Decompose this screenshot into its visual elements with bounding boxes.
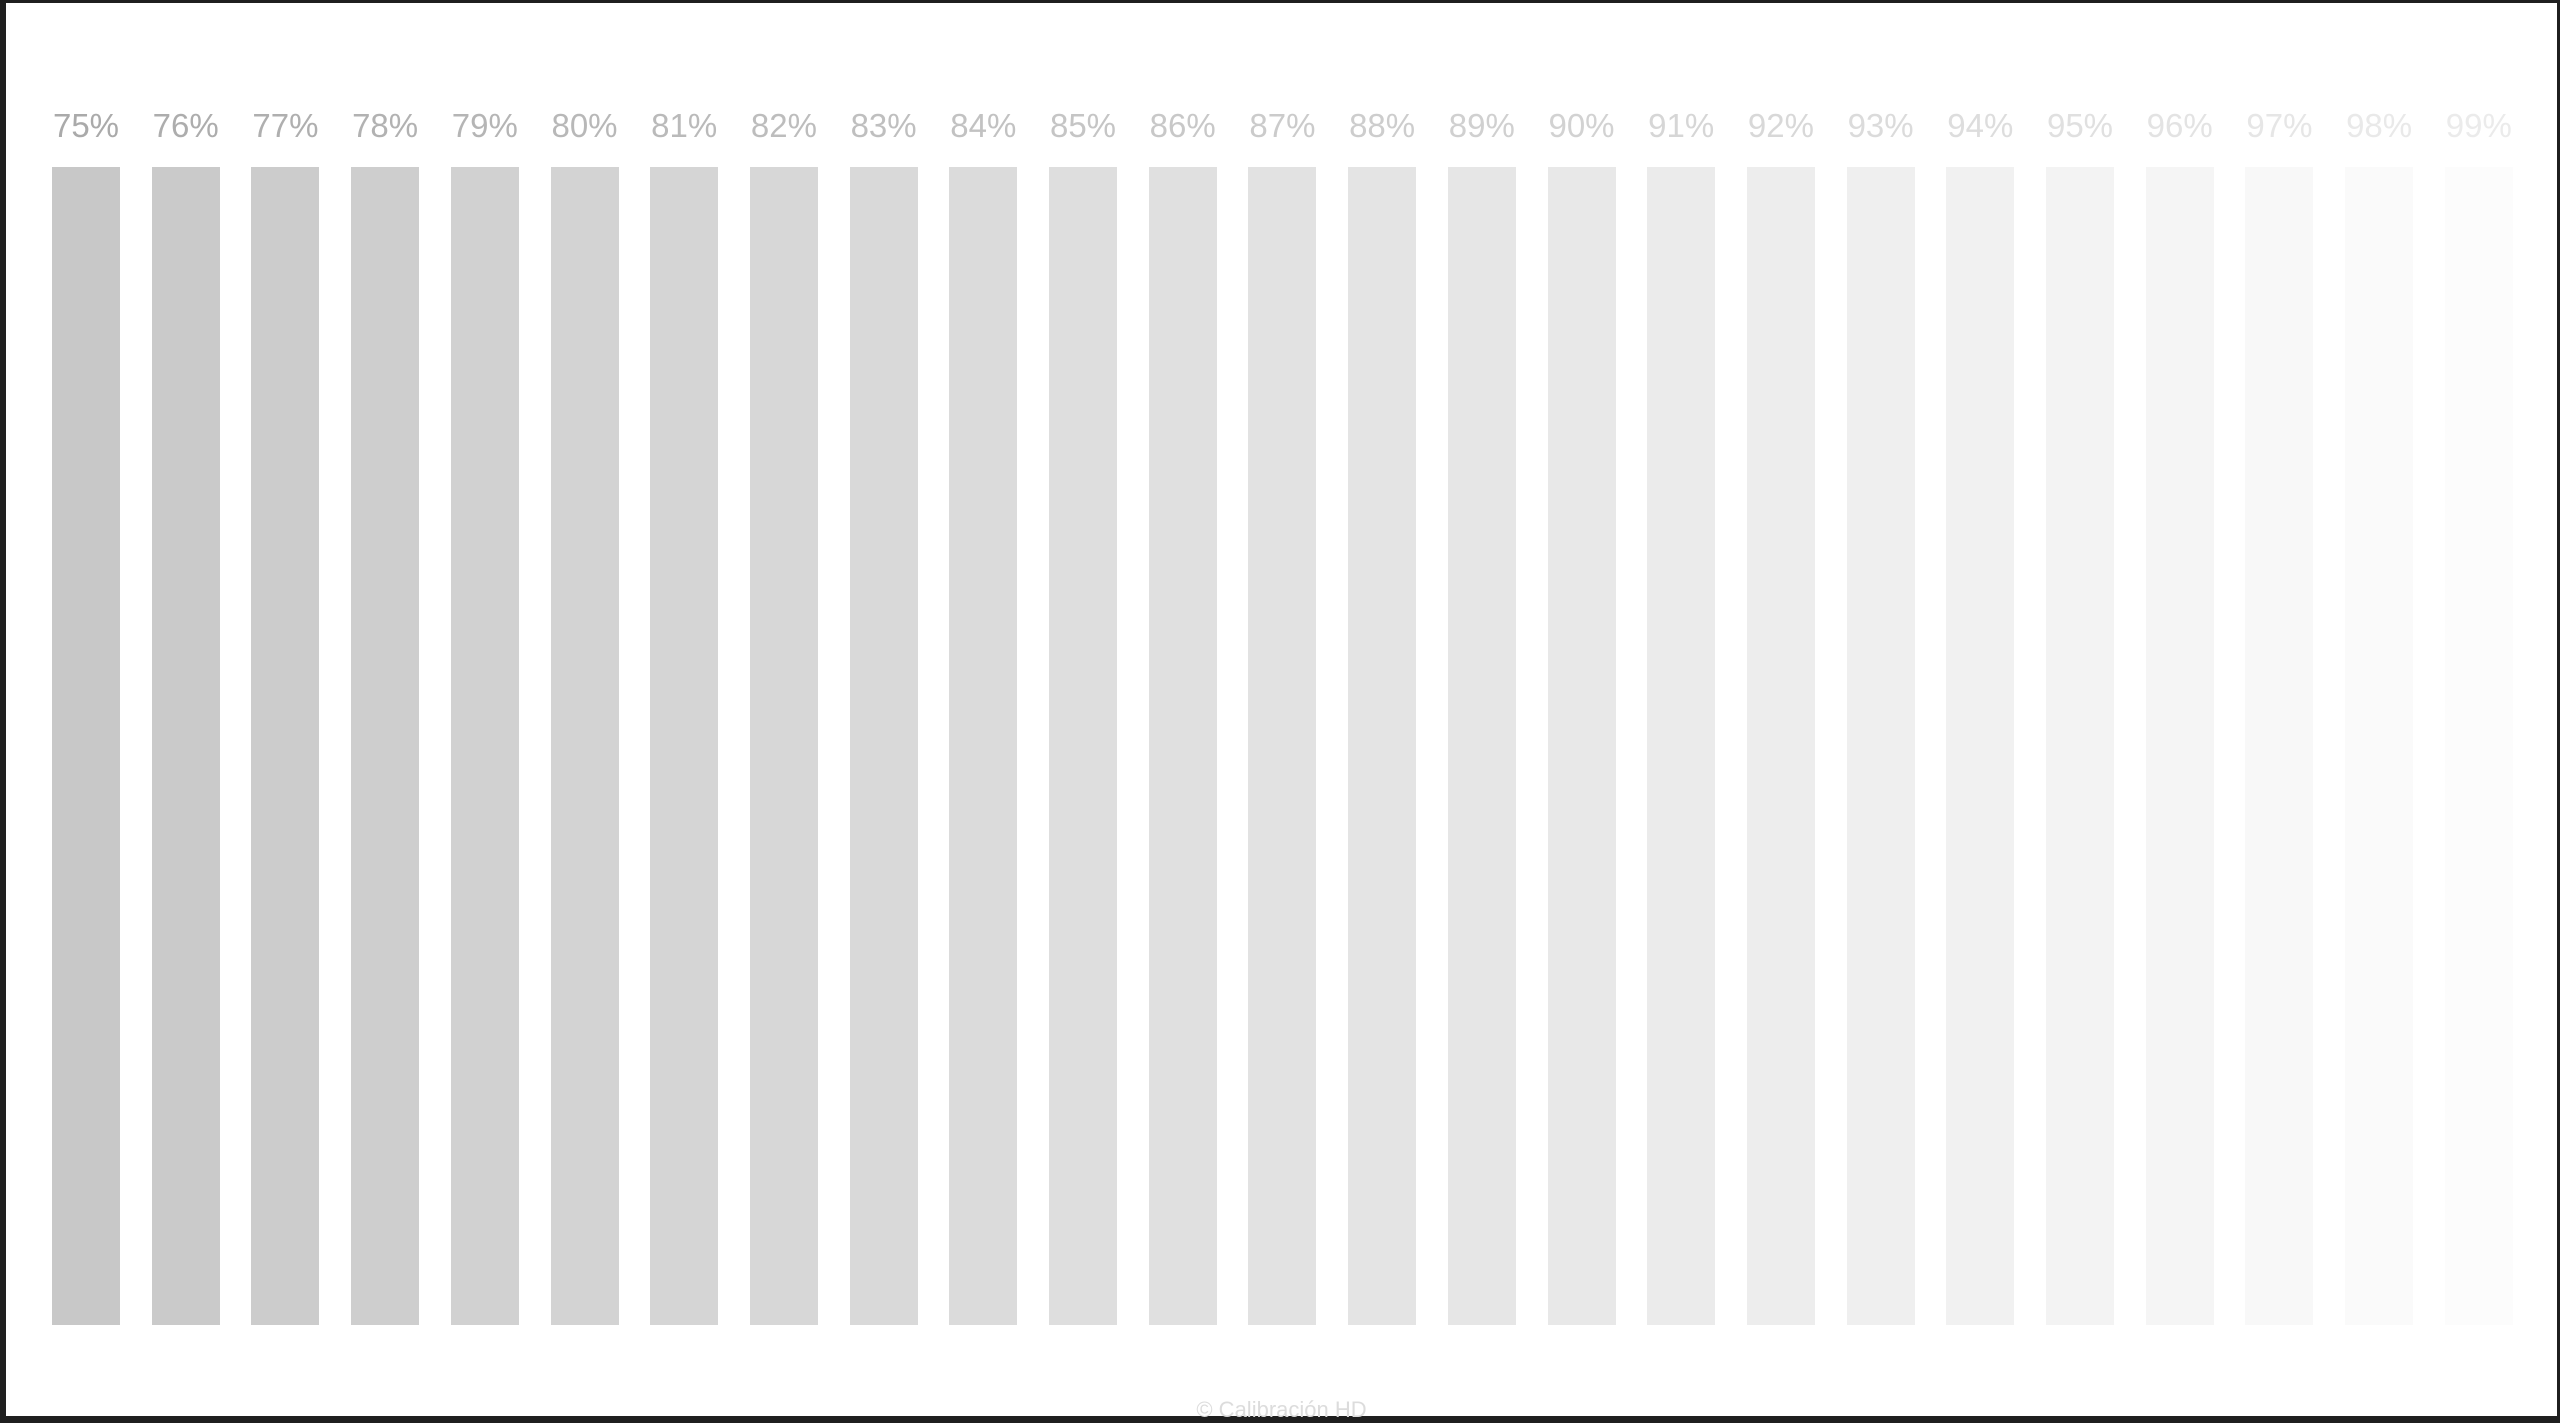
gray-bar: [52, 167, 120, 1325]
gray-bar: [1846, 167, 1915, 1325]
step-label: 90%: [1548, 107, 1615, 144]
step-label: 78%: [352, 107, 419, 144]
gray-bar: [2444, 167, 2513, 1325]
step-label: 93%: [1847, 107, 1914, 144]
gray-bar: [450, 167, 519, 1325]
gray-bar: [1049, 167, 1117, 1325]
step-label: 88%: [1349, 107, 1416, 144]
step-label: 96%: [2146, 107, 2213, 144]
gray-bar: [2345, 167, 2414, 1325]
step-label: 92%: [1747, 107, 1814, 144]
step-label: 99%: [2445, 107, 2512, 144]
step-label: 97%: [2246, 107, 2313, 144]
gray-bar: [1547, 167, 1616, 1325]
step-label: 77%: [252, 107, 319, 144]
gray-bar: [749, 167, 818, 1325]
step-label: 95%: [2046, 107, 2114, 144]
gray-bar: [1647, 167, 1716, 1325]
step-label: 98%: [2346, 107, 2413, 144]
gray-bar: [251, 167, 320, 1325]
gray-bar: [650, 167, 719, 1325]
step-label: 81%: [651, 107, 718, 144]
step-label: 89%: [1448, 107, 1515, 144]
step-label: 94%: [1947, 107, 2014, 144]
gray-bar: [151, 167, 220, 1325]
gray-bar: [1248, 167, 1317, 1325]
gray-bar: [1348, 167, 1417, 1325]
gray-bar: [949, 167, 1018, 1325]
step-label: 86%: [1149, 107, 1216, 144]
step-label: 85%: [1049, 107, 1117, 144]
step-label: 82%: [750, 107, 817, 144]
step-label: 87%: [1249, 107, 1316, 144]
step-label: 79%: [451, 107, 518, 144]
gray-bar: [2046, 167, 2114, 1325]
copyright-footer: © Calibración HD: [1196, 1397, 1367, 1422]
gray-bar: [351, 167, 420, 1325]
step-label: 75%: [52, 107, 120, 144]
gray-bar: [1148, 167, 1217, 1325]
step-label: 83%: [850, 107, 917, 144]
gray-bar: [2145, 167, 2214, 1325]
gray-bar: [2245, 167, 2314, 1325]
gray-bar: [1946, 167, 2015, 1325]
step-label: 91%: [1648, 107, 1715, 144]
gray-bar: [1447, 167, 1516, 1325]
step-label: 84%: [950, 107, 1017, 144]
gray-bar: [849, 167, 918, 1325]
step-label: 76%: [152, 107, 219, 144]
gray-bar: [550, 167, 619, 1325]
gray-bar: [1746, 167, 1815, 1325]
step-label: 80%: [551, 107, 618, 144]
calibration-canvas: 75% 76% 77% 78% 79% 80% 81% 82% 83% 84% 85% 86% 87% 8…: [6, 3, 2557, 1422]
